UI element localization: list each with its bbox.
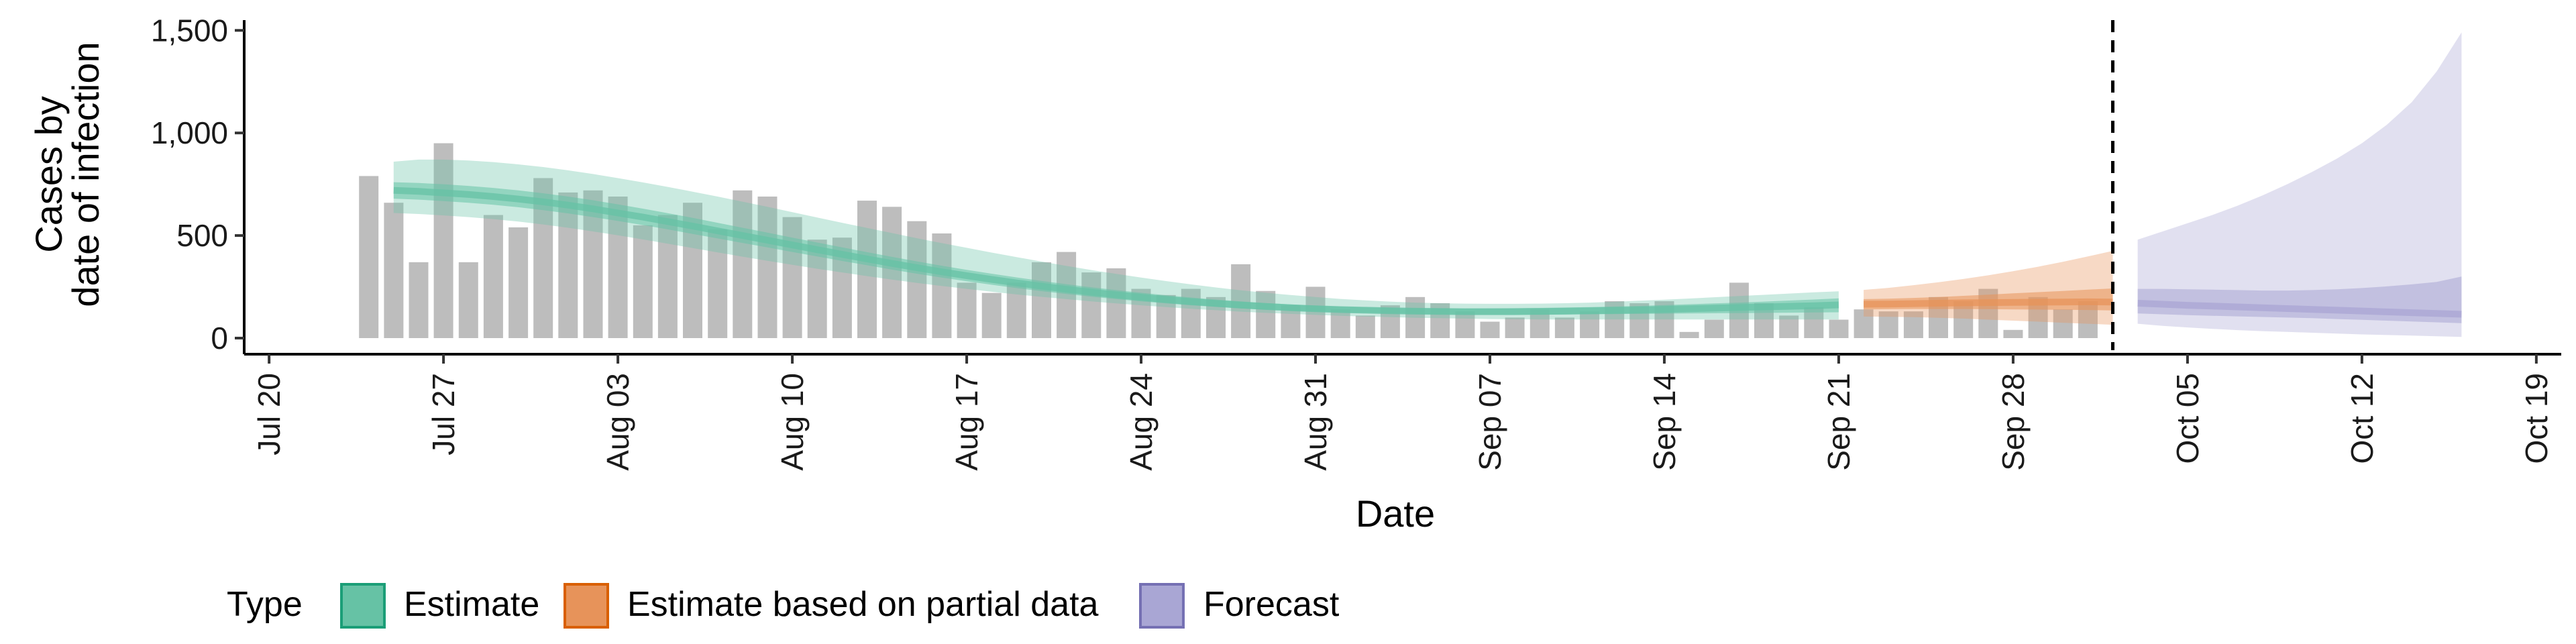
bar — [409, 262, 429, 338]
bar — [1580, 311, 1600, 338]
x-tick-label: Oct 19 — [2519, 373, 2554, 464]
bar — [1878, 311, 1898, 338]
legend-key-estimate — [340, 583, 386, 629]
ribbon-outer-estimate — [393, 159, 1839, 320]
median-line-estimate — [393, 186, 1839, 315]
bar — [2003, 329, 2023, 338]
bar — [359, 176, 379, 338]
bar — [1704, 319, 1724, 338]
legend-label-partial: Estimate based on partial data — [627, 585, 1099, 624]
legend-key-forecast — [1139, 583, 1185, 629]
bar — [483, 215, 503, 338]
bar — [1006, 282, 1026, 338]
bar — [1554, 317, 1574, 338]
ribbon-outer-forecast — [2137, 32, 2462, 337]
bar — [1256, 290, 1276, 338]
bar — [1903, 311, 1923, 338]
bar — [1106, 268, 1126, 338]
x-tick-label: Jul 20 — [252, 373, 286, 455]
x-axis-title: Date — [1356, 492, 1435, 535]
legend-label-estimate: Estimate — [404, 585, 539, 624]
bar — [1355, 315, 1375, 338]
plot-area — [359, 20, 2462, 350]
legend: Type Estimate Estimate based on partial … — [227, 583, 1340, 629]
bar — [1779, 315, 1799, 338]
x-tick-label: Jul 27 — [426, 373, 461, 455]
y-tick-label: 0 — [211, 321, 228, 356]
x-tick-label: Aug 24 — [1124, 373, 1159, 471]
bar — [2053, 309, 2073, 338]
bar — [458, 262, 478, 338]
bar — [708, 229, 728, 338]
bar — [882, 207, 902, 338]
bar — [932, 233, 952, 338]
y-tick-label: 500 — [176, 218, 228, 253]
bar — [1829, 319, 1849, 338]
bar — [1081, 272, 1102, 338]
x-tick-label: Oct 12 — [2345, 373, 2379, 464]
bar — [907, 221, 927, 338]
bar — [857, 201, 877, 338]
axes: 0 500 1,000 1,500 Jul 20 Jul 27 Aug 03 Aug 10 Au… — [151, 13, 2561, 471]
bar — [1455, 311, 1475, 338]
bar — [733, 190, 753, 338]
bar — [558, 192, 578, 338]
x-tick-label: Oct 05 — [2170, 373, 2205, 464]
bar — [384, 203, 404, 338]
bar — [1057, 252, 1077, 338]
bar — [1854, 309, 1874, 338]
bar — [657, 215, 678, 338]
bar — [957, 282, 977, 338]
bar — [433, 143, 453, 338]
bar — [1480, 321, 1500, 338]
bar — [633, 225, 653, 338]
x-tick-label: Aug 31 — [1298, 373, 1333, 471]
y-axis-title-line-1: Cases by — [28, 96, 70, 252]
median-line-forecast — [2137, 300, 2462, 318]
bar — [1405, 297, 1426, 338]
x-tick-label: Aug 10 — [775, 373, 810, 471]
bar — [1330, 309, 1350, 338]
bar — [981, 292, 1002, 338]
ribbon-inner-estimate — [393, 182, 1839, 315]
x-tick-label: Sep 21 — [1821, 373, 1856, 471]
x-tick-label: Sep 14 — [1647, 373, 1682, 471]
legend-label-forecast: Forecast — [1203, 585, 1340, 624]
y-tick-label: 1,000 — [151, 115, 228, 150]
bar — [1505, 317, 1525, 338]
y-tick-label: 1,500 — [151, 13, 228, 48]
y-axis-title-line-2: date of infection — [64, 42, 107, 307]
x-tick-label: Aug 03 — [600, 373, 635, 471]
bar — [757, 197, 777, 338]
bar — [1032, 262, 1051, 338]
ribbon-outer-estimate-based-on-partial-data — [1864, 251, 2113, 325]
bar — [508, 227, 529, 338]
median-line-estimate-based-on-partial-data — [1864, 298, 2113, 308]
bar — [1679, 331, 1699, 338]
x-tick-label: Aug 17 — [949, 373, 984, 471]
x-tick-label: Sep 07 — [1472, 373, 1507, 471]
x-tick-label: Sep 28 — [1996, 373, 2031, 471]
legend-title: Type — [227, 585, 303, 624]
legend-key-partial — [564, 583, 609, 629]
bar — [1305, 286, 1326, 338]
